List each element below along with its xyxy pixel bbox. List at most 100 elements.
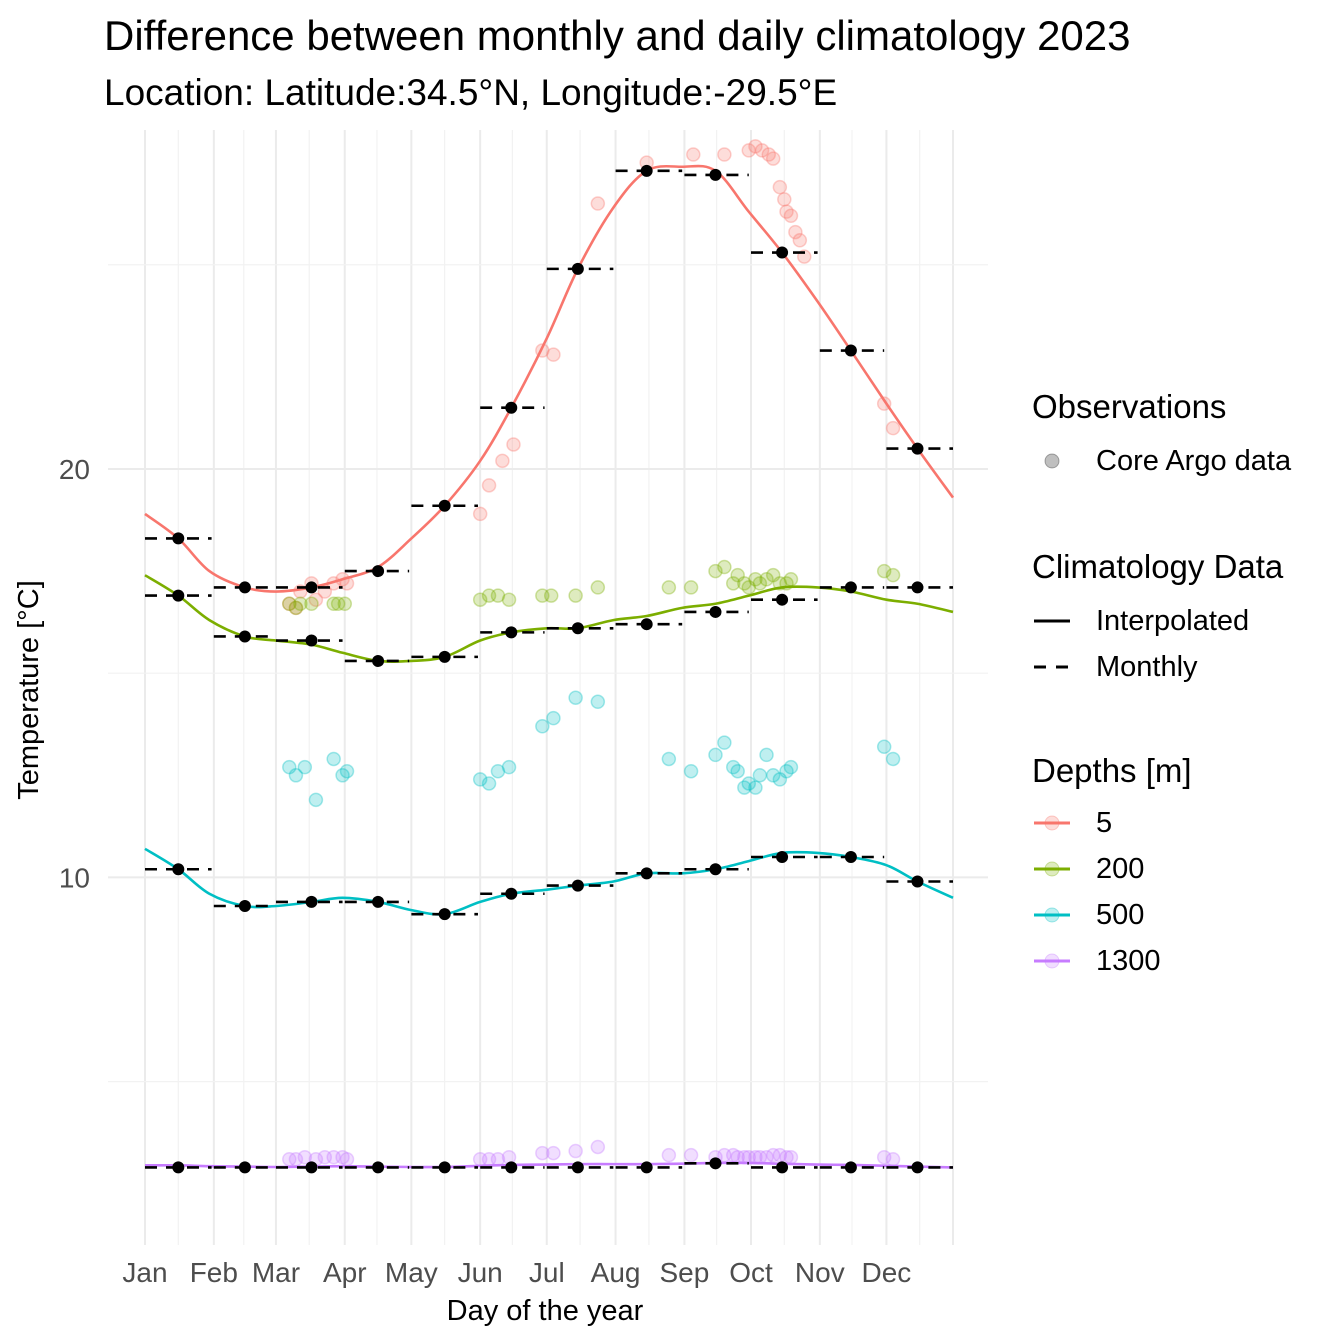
- monthly-point-200m: [372, 654, 385, 667]
- legend-label: 1300: [1096, 944, 1161, 977]
- observation-point-200m: [725, 576, 741, 591]
- observation-point-500m: [765, 768, 781, 783]
- legend-observations: Observations Core Argo data: [1032, 388, 1291, 484]
- observation-point-200m: [481, 588, 497, 603]
- observation-point-1300m: [765, 1147, 781, 1163]
- observation-point-5m: [590, 196, 606, 211]
- observation-point-5m: [288, 600, 304, 616]
- observation-point-1300m: [535, 1145, 550, 1161]
- observation-point-200m: [783, 572, 799, 587]
- observation-point-1300m: [297, 1149, 313, 1165]
- observation-point-500m: [282, 759, 297, 775]
- monthly-point-500m: [571, 879, 584, 892]
- observation-point-5m: [506, 437, 521, 452]
- observation-point-1300m: [501, 1149, 517, 1165]
- grid-lines: [108, 130, 988, 1245]
- monthly-point-200m: [709, 605, 722, 618]
- legend-depths-title: Depths [m]: [1032, 752, 1192, 789]
- observation-point-200m: [748, 572, 763, 587]
- legend-item-depth: 500: [1032, 892, 1192, 938]
- legend-depth-line-icon: [1032, 808, 1072, 838]
- x-tick-label: Oct: [729, 1257, 773, 1288]
- monthly-point-200m: [640, 618, 653, 631]
- monthly-point-200m: [505, 626, 518, 639]
- legend-solid-line-icon: [1032, 606, 1072, 636]
- observation-point-1300m: [568, 1143, 583, 1159]
- observation-point-5m: [546, 347, 561, 362]
- observation-point-5m: [772, 179, 788, 195]
- observation-point-200m: [661, 580, 677, 595]
- monthly-point-5m: [844, 344, 857, 357]
- observation-point-1300m: [885, 1151, 901, 1167]
- monthly-point-5m: [709, 168, 722, 181]
- monthly-point-500m: [776, 850, 789, 863]
- observation-point-5m: [779, 204, 794, 219]
- x-tick-label: Jan: [122, 1257, 167, 1288]
- monthly-point-5m: [172, 532, 185, 545]
- observation-point-500m: [708, 747, 723, 763]
- monthly-point-500m: [372, 895, 385, 908]
- legend-item-depth: 1300: [1032, 938, 1192, 984]
- observation-point-500m: [339, 763, 355, 779]
- observation-point-500m: [748, 780, 763, 795]
- x-tick-label: Aug: [591, 1257, 641, 1288]
- monthly-point-1300m: [172, 1161, 185, 1174]
- monthly-point-200m: [911, 581, 924, 594]
- observation-point-5m: [792, 233, 808, 248]
- x-tick-label: Dec: [862, 1257, 912, 1288]
- legend-label: Monthly: [1096, 650, 1198, 683]
- observation-point-500m: [501, 759, 517, 775]
- observation-point-5m: [717, 147, 732, 162]
- monthly-point-1300m: [505, 1161, 518, 1174]
- legend-label: 500: [1096, 898, 1145, 931]
- monthly-point-500m: [709, 863, 722, 876]
- observation-point-500m: [335, 768, 350, 783]
- monthly-point-500m: [438, 908, 451, 921]
- monthly-point-5m: [505, 401, 518, 414]
- legend-climatology-title: Climatology Data: [1032, 548, 1284, 585]
- legend-observations-title: Observations: [1032, 388, 1227, 425]
- observation-point-500m: [730, 763, 745, 779]
- y-tick-label: 20: [59, 454, 90, 485]
- monthly-points: [172, 164, 924, 1174]
- observation-point-500m: [717, 735, 732, 750]
- y-axis-title: Temperature [°C]: [13, 580, 45, 800]
- monthly-point-1300m: [438, 1161, 451, 1174]
- monthly-point-5m: [438, 499, 451, 512]
- legend-climatology: Climatology Data Interpolated Monthly: [1032, 548, 1283, 690]
- observation-point-500m: [590, 694, 606, 710]
- observation-point-1300m: [772, 1147, 788, 1163]
- monthly-point-5m: [571, 262, 584, 275]
- monthly-point-200m: [238, 630, 251, 643]
- x-tick-label: Apr: [323, 1257, 367, 1288]
- observation-point-200m: [590, 580, 606, 595]
- observation-point-5m: [481, 478, 497, 493]
- monthly-point-500m: [911, 875, 924, 888]
- x-tick-label: Jun: [458, 1257, 503, 1288]
- observation-point-200m: [752, 576, 768, 591]
- monthly-point-1300m: [640, 1161, 653, 1174]
- observation-point-200m: [535, 588, 550, 603]
- x-tick-label: May: [385, 1257, 438, 1288]
- observation-point-5m: [788, 224, 803, 240]
- x-tick-label: Mar: [252, 1257, 300, 1288]
- observation-point-200m: [737, 576, 752, 591]
- monthly-point-5m: [640, 164, 653, 177]
- legend-depth-line-icon: [1032, 854, 1072, 884]
- observation-point-200m: [885, 567, 901, 583]
- monthly-point-500m: [305, 895, 318, 908]
- monthly-point-200m: [305, 634, 318, 647]
- legend-item-interpolated: Interpolated: [1032, 598, 1283, 644]
- legend-item-depth: 200: [1032, 846, 1192, 892]
- observation-point-5m: [282, 596, 297, 612]
- monthly-point-5m: [776, 246, 789, 259]
- monthly-point-500m: [844, 850, 857, 863]
- observation-point-5m: [761, 147, 777, 162]
- interpolated-line-500m: [144, 847, 954, 916]
- x-tick-label: Jul: [529, 1257, 565, 1288]
- observation-point-200m: [876, 563, 892, 579]
- monthly-point-1300m: [844, 1161, 857, 1174]
- legend-label: 5: [1096, 806, 1113, 839]
- observation-point-1300m: [876, 1149, 892, 1165]
- monthly-point-1300m: [305, 1161, 318, 1174]
